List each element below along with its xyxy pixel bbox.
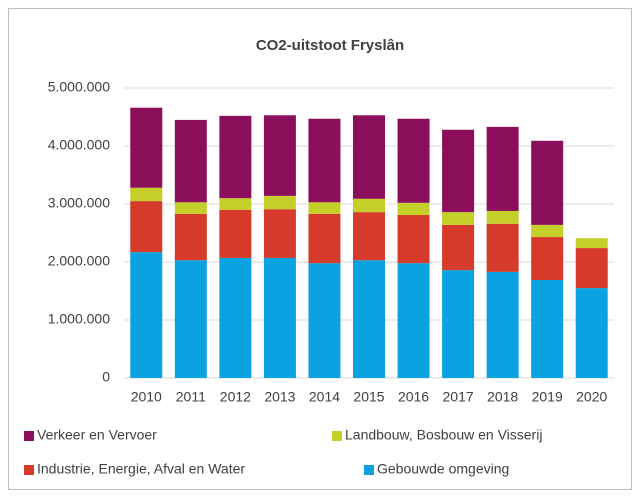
legend-swatch bbox=[24, 431, 34, 441]
y-tick-label: 0 bbox=[102, 369, 110, 385]
bar-segment bbox=[174, 202, 207, 214]
bar-segment bbox=[531, 279, 564, 378]
bar-segment bbox=[130, 107, 163, 188]
bar-segment bbox=[531, 237, 564, 280]
y-tick-label: 1.000.000 bbox=[48, 311, 110, 327]
y-tick-label: 3.000.000 bbox=[48, 195, 110, 211]
bar-segment bbox=[442, 212, 475, 225]
bar-segment bbox=[308, 213, 341, 264]
x-tick-label: 2018 bbox=[487, 389, 518, 405]
bar-segment bbox=[397, 215, 430, 264]
legend-label: Landbouw, Bosbouw en Visserij bbox=[345, 427, 542, 443]
bar-segment bbox=[263, 195, 296, 210]
bar-segment bbox=[397, 202, 430, 216]
bar-segment bbox=[397, 118, 430, 203]
bar-segment bbox=[130, 252, 163, 378]
bar-segment bbox=[397, 263, 430, 378]
x-tick-label: 2012 bbox=[220, 389, 251, 405]
bar-segment bbox=[174, 213, 207, 261]
bar-segment bbox=[486, 223, 519, 272]
bar-segment bbox=[575, 248, 608, 289]
legend-swatch bbox=[364, 465, 374, 475]
bar-segment bbox=[308, 263, 341, 378]
chart-title: CO2-uitstoot Fryslân bbox=[256, 37, 404, 54]
bar-segment bbox=[308, 118, 341, 203]
legend-swatch bbox=[24, 465, 34, 475]
bar-segment bbox=[531, 140, 564, 225]
bar-segment bbox=[486, 126, 519, 211]
bar-segment bbox=[219, 209, 252, 258]
bar-segment bbox=[174, 119, 207, 203]
bar-segment bbox=[353, 212, 385, 261]
bar-segment bbox=[219, 257, 252, 378]
x-tick-label: 2015 bbox=[353, 389, 384, 405]
x-tick-label: 2017 bbox=[443, 389, 474, 405]
bar-segment bbox=[442, 129, 475, 213]
bar-segment bbox=[353, 260, 385, 378]
bar-segment bbox=[531, 224, 564, 238]
bar-segment bbox=[486, 271, 519, 378]
x-tick-label: 2014 bbox=[309, 389, 340, 405]
legend-swatch bbox=[332, 431, 342, 441]
bar-segment bbox=[219, 115, 252, 199]
bar-segment bbox=[130, 187, 163, 202]
legend-label: Verkeer en Vervoer bbox=[37, 427, 157, 443]
legend-label: Industrie, Energie, Afval en Water bbox=[37, 461, 245, 477]
y-tick-label: 5.000.000 bbox=[48, 79, 110, 95]
bar-segment bbox=[263, 257, 296, 378]
bar-segment bbox=[263, 115, 296, 196]
bar-segment bbox=[575, 238, 608, 249]
bar-segment bbox=[174, 260, 207, 378]
bar-segment bbox=[130, 201, 163, 253]
x-tick-label: 2013 bbox=[264, 389, 295, 405]
x-tick-label: 2010 bbox=[131, 389, 162, 405]
legend-label: Gebouwde omgeving bbox=[377, 461, 509, 477]
x-tick-label: 2016 bbox=[398, 389, 429, 405]
bar-segment bbox=[308, 202, 341, 214]
bar-segment bbox=[219, 198, 252, 210]
bar-segment bbox=[263, 209, 296, 258]
bar-segment bbox=[353, 115, 385, 199]
bar-segment bbox=[486, 210, 519, 224]
y-tick-label: 4.000.000 bbox=[48, 137, 110, 153]
x-tick-label: 2020 bbox=[576, 389, 607, 405]
bar-segment bbox=[442, 224, 475, 271]
x-tick-label: 2011 bbox=[176, 389, 206, 405]
bar-segment bbox=[353, 198, 385, 213]
y-tick-label: 2.000.000 bbox=[48, 253, 110, 269]
x-tick-label: 2019 bbox=[532, 389, 563, 405]
bar-segment bbox=[575, 288, 608, 378]
bar-segment bbox=[442, 270, 475, 378]
